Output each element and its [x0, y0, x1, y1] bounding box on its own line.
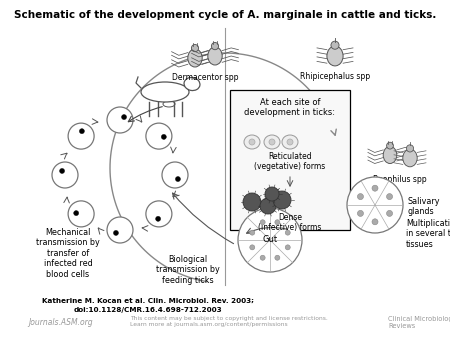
Circle shape: [357, 210, 364, 216]
FancyBboxPatch shape: [230, 90, 350, 230]
Circle shape: [74, 211, 79, 216]
Text: Clinical Microbiology
Reviews: Clinical Microbiology Reviews: [388, 316, 450, 329]
Text: Gut: Gut: [262, 236, 278, 244]
Circle shape: [146, 123, 172, 149]
Ellipse shape: [406, 145, 414, 152]
Circle shape: [269, 139, 275, 145]
Circle shape: [387, 210, 392, 216]
Ellipse shape: [282, 135, 298, 149]
Circle shape: [285, 245, 290, 250]
Circle shape: [79, 129, 85, 134]
Text: Dermacentor spp: Dermacentor spp: [172, 73, 238, 82]
Circle shape: [68, 123, 94, 149]
Ellipse shape: [387, 142, 393, 149]
Ellipse shape: [191, 45, 198, 52]
Circle shape: [260, 198, 276, 214]
Text: Reticulated
(vegetative) forms: Reticulated (vegetative) forms: [254, 152, 326, 171]
Text: Katherine M. Kocan et al. Clin. Microbiol. Rev. 2003;: Katherine M. Kocan et al. Clin. Microbio…: [42, 298, 254, 304]
Text: Boophilus spp: Boophilus spp: [373, 175, 427, 184]
Circle shape: [347, 177, 403, 233]
Ellipse shape: [208, 47, 222, 65]
Circle shape: [275, 220, 280, 225]
Ellipse shape: [188, 49, 202, 67]
Circle shape: [387, 194, 392, 200]
Circle shape: [146, 201, 172, 227]
Circle shape: [156, 216, 161, 221]
Text: Schematic of the development cycle of A. marginale in cattle and ticks.: Schematic of the development cycle of A.…: [14, 10, 436, 20]
Circle shape: [260, 220, 265, 225]
Circle shape: [285, 230, 290, 235]
Circle shape: [273, 191, 291, 209]
Circle shape: [260, 255, 265, 260]
Circle shape: [162, 162, 188, 188]
Circle shape: [287, 139, 293, 145]
Circle shape: [372, 219, 378, 225]
Ellipse shape: [244, 135, 260, 149]
Text: Mechanical
transmission by
transfer of
infected red
blood cells: Mechanical transmission by transfer of i…: [36, 228, 100, 279]
Circle shape: [176, 176, 180, 182]
Circle shape: [68, 201, 94, 227]
Ellipse shape: [163, 101, 175, 107]
Text: Dense
(infective) forms: Dense (infective) forms: [258, 213, 322, 233]
Text: This content may be subject to copyright and license restrictions.
Learn more at: This content may be subject to copyright…: [130, 316, 328, 327]
Circle shape: [250, 245, 255, 250]
Circle shape: [372, 185, 378, 191]
Circle shape: [275, 255, 280, 260]
Circle shape: [122, 115, 126, 120]
Ellipse shape: [383, 146, 397, 164]
Circle shape: [162, 135, 166, 139]
Text: Salivary
glands: Salivary glands: [408, 197, 441, 216]
Circle shape: [107, 107, 133, 133]
Text: At each site of
development in ticks:: At each site of development in ticks:: [244, 98, 336, 117]
Circle shape: [238, 208, 302, 272]
Ellipse shape: [212, 43, 219, 50]
Text: Rhipicephalus spp: Rhipicephalus spp: [300, 72, 370, 81]
Circle shape: [52, 162, 78, 188]
Text: Journals.ASM.org: Journals.ASM.org: [28, 318, 93, 327]
Text: doi:10.1128/CMR.16.4.698-712.2003: doi:10.1128/CMR.16.4.698-712.2003: [74, 307, 222, 313]
Ellipse shape: [141, 82, 189, 102]
Ellipse shape: [403, 149, 417, 167]
Text: Multiplication
in several tick
tissues: Multiplication in several tick tissues: [406, 219, 450, 249]
Ellipse shape: [331, 41, 339, 49]
Ellipse shape: [327, 46, 343, 66]
Circle shape: [243, 193, 261, 211]
Circle shape: [107, 217, 133, 243]
Circle shape: [59, 168, 64, 173]
Circle shape: [357, 194, 364, 200]
Ellipse shape: [184, 77, 200, 91]
Circle shape: [249, 139, 255, 145]
Ellipse shape: [264, 135, 280, 149]
Circle shape: [113, 231, 118, 236]
Text: Biological
transmission by
feeding ticks: Biological transmission by feeding ticks: [156, 255, 220, 285]
Circle shape: [265, 187, 279, 201]
Circle shape: [250, 230, 255, 235]
